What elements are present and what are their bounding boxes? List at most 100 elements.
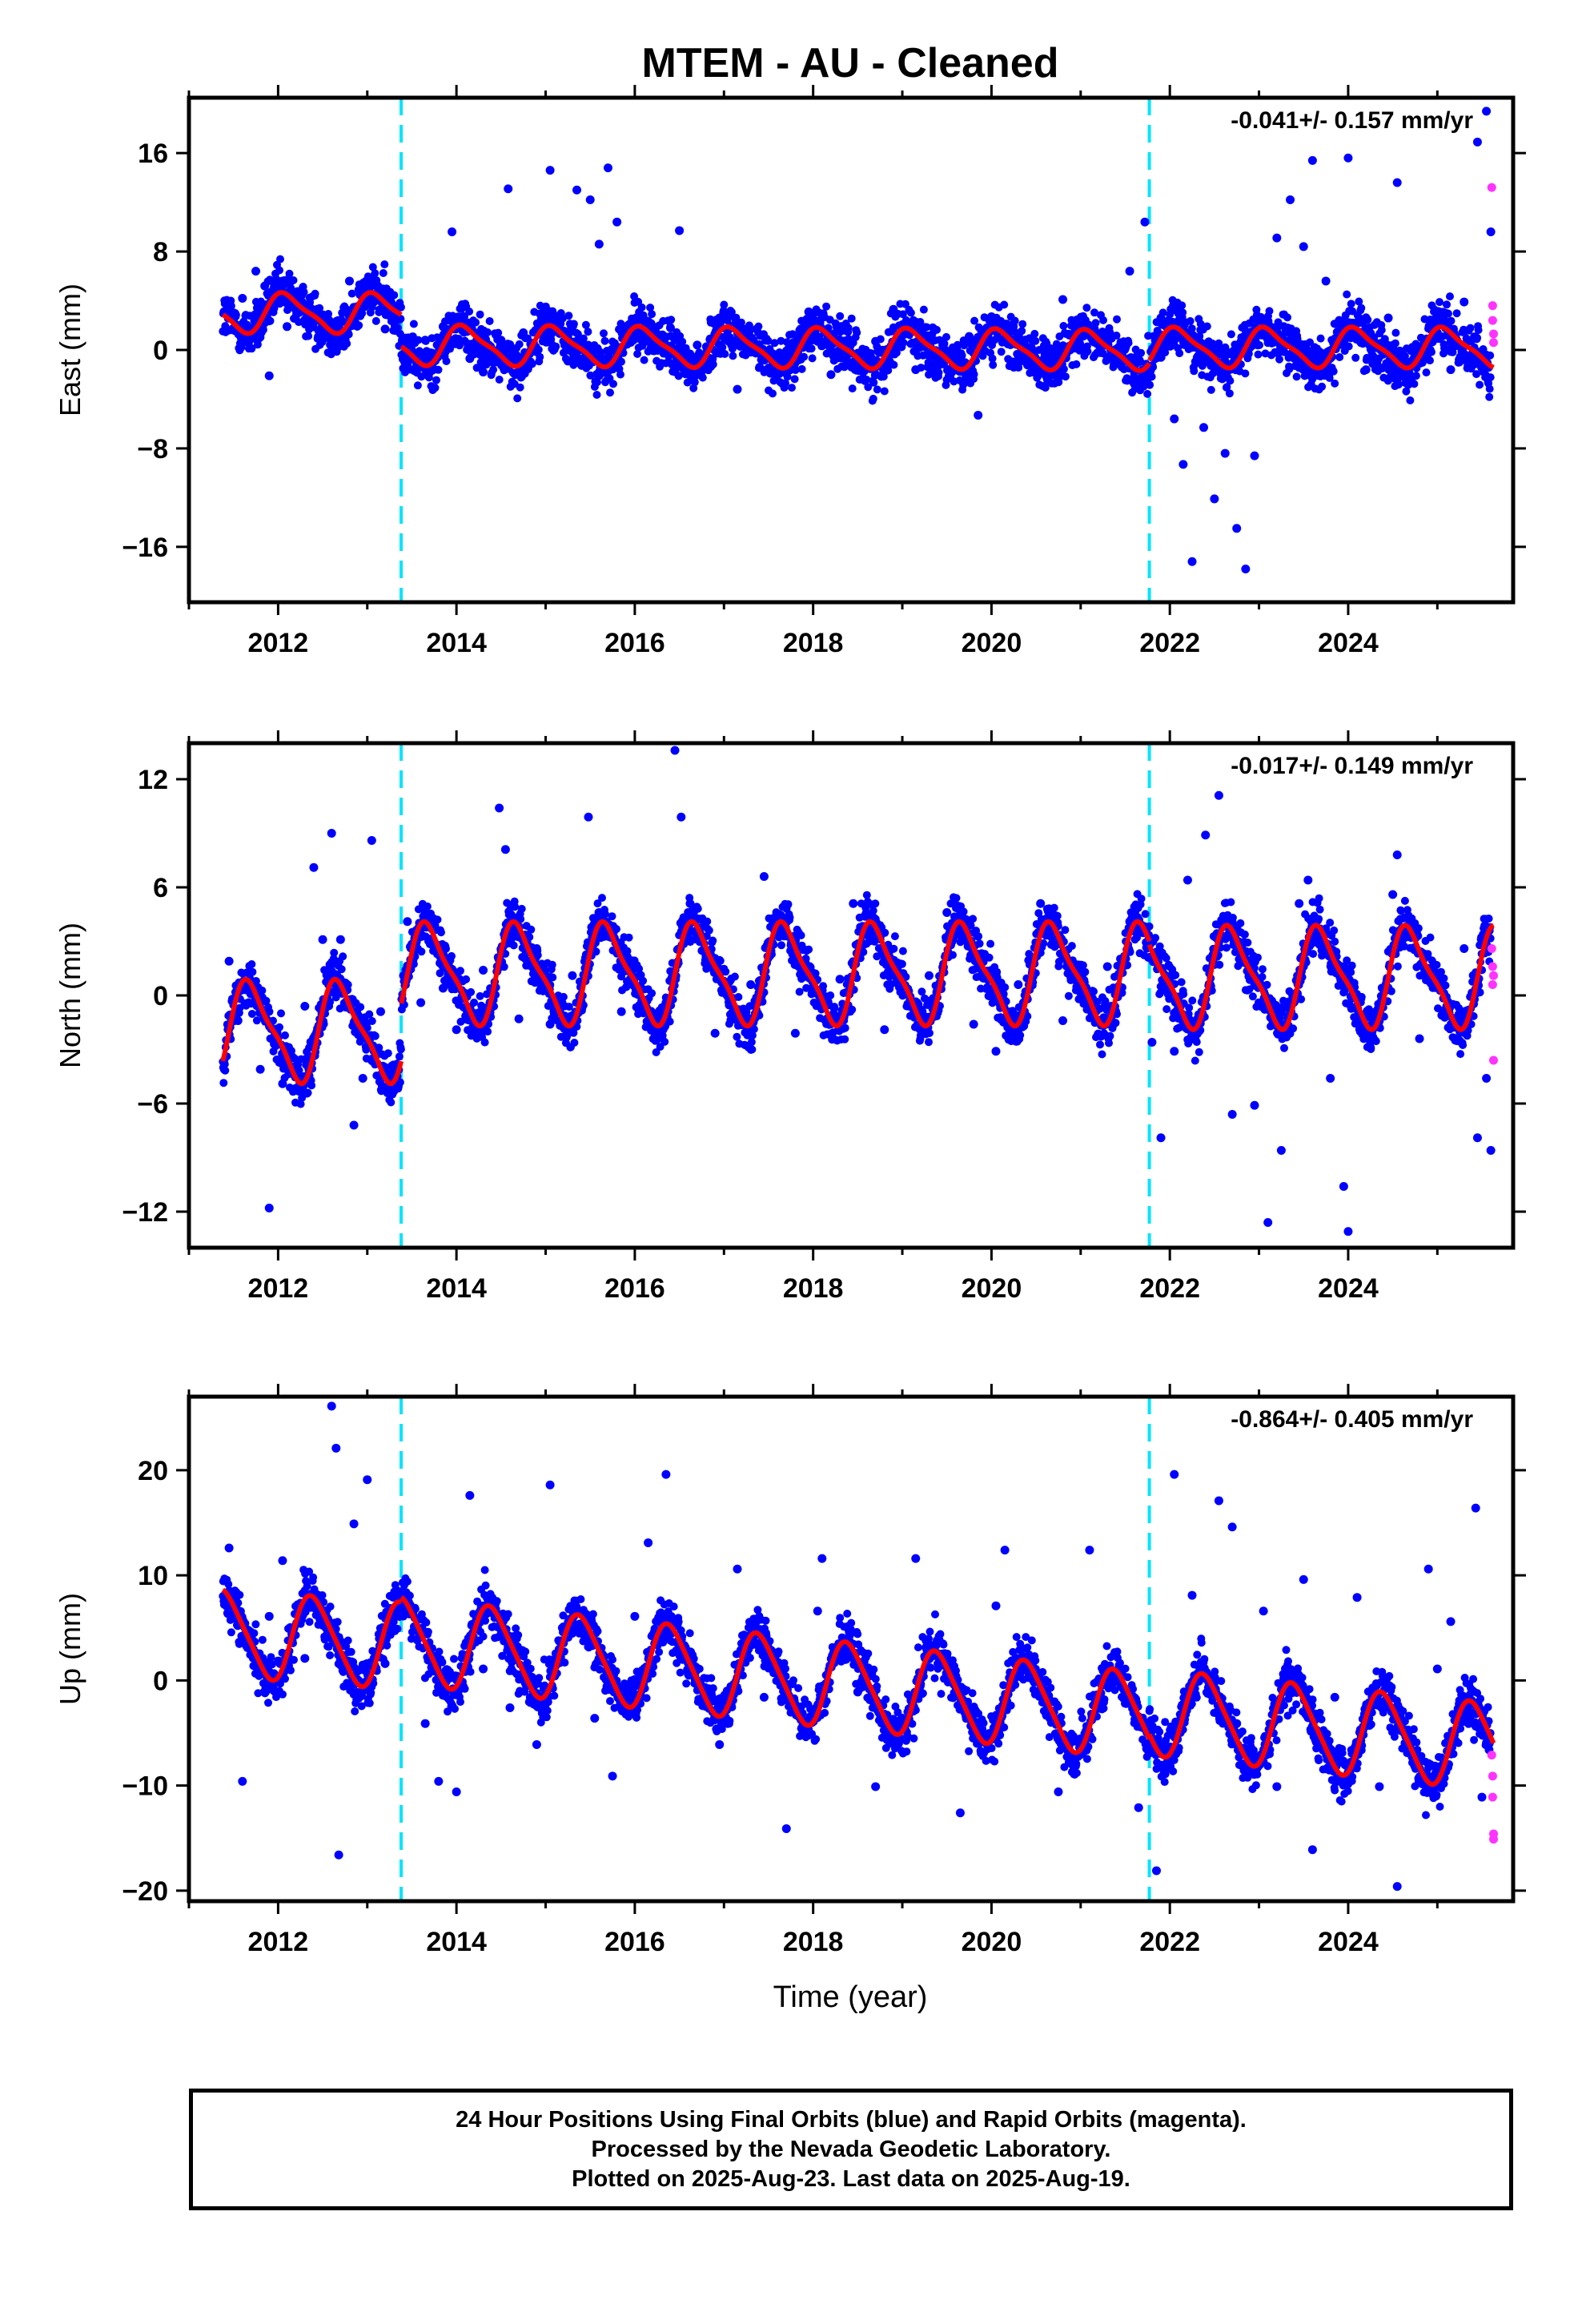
final-orbit-point (1321, 276, 1331, 286)
final-orbit-point (307, 1081, 316, 1090)
final-orbit-point (1351, 353, 1360, 362)
plot-area (219, 98, 1498, 602)
final-orbit-point (785, 913, 794, 922)
final-orbit-point (698, 373, 707, 382)
final-orbit-point (585, 195, 595, 205)
final-orbit-point (1178, 308, 1187, 317)
final-orbit-point (815, 332, 824, 341)
final-orbit-point (277, 1009, 285, 1018)
final-orbit-point (1147, 372, 1156, 381)
final-orbit-point (1400, 352, 1409, 360)
final-orbit-point (616, 370, 624, 379)
final-orbit-point (617, 357, 625, 366)
final-orbit-point (1272, 233, 1282, 243)
final-orbit-point (1082, 304, 1091, 312)
final-orbit-point (989, 360, 998, 369)
final-orbit-point (1394, 380, 1403, 389)
final-orbit-point (1435, 298, 1443, 307)
final-orbit-point (496, 336, 506, 345)
rapid-orbit-point (1488, 316, 1497, 325)
final-orbit-point (343, 980, 352, 989)
final-orbit-point (1061, 372, 1070, 381)
final-orbit-point (1283, 313, 1291, 322)
final-orbit-point (800, 352, 809, 361)
final-orbit-point (847, 314, 856, 323)
final-orbit-point (519, 328, 528, 337)
final-orbit-point (1241, 565, 1251, 574)
final-orbit-point (442, 357, 451, 365)
final-orbit-point (705, 926, 713, 935)
final-orbit-point (648, 989, 656, 998)
final-orbit-point (678, 337, 687, 346)
final-orbit-point (1422, 368, 1431, 377)
final-orbit-point (470, 998, 479, 1007)
final-orbit-point (1010, 316, 1019, 325)
final-orbit-point (1427, 348, 1435, 356)
final-orbit-point (1187, 324, 1196, 333)
final-orbit-point (805, 945, 813, 954)
final-orbit-point (432, 376, 440, 384)
final-orbit-point (730, 972, 739, 981)
final-orbit-point (579, 334, 588, 343)
final-orbit-point (480, 1038, 489, 1047)
final-orbit-point (784, 900, 793, 909)
final-orbit-point (1000, 300, 1009, 309)
final-orbit-point (1255, 341, 1263, 349)
final-orbit-point (884, 366, 893, 375)
final-orbit-point (661, 1037, 669, 1046)
final-orbit-point (500, 963, 508, 971)
final-orbit-point (844, 324, 853, 332)
x-tick-label: 2022 (1139, 628, 1200, 658)
final-orbit-point (550, 311, 559, 320)
final-orbit-point (247, 960, 256, 968)
final-orbit-point (1286, 195, 1295, 205)
final-orbit-point (770, 339, 779, 348)
final-orbit-points (219, 255, 1495, 405)
final-orbit-point (1485, 392, 1494, 401)
final-orbit-point (934, 368, 943, 377)
final-orbit-point (871, 899, 880, 908)
final-orbit-point (259, 325, 267, 334)
final-orbit-point (465, 308, 474, 316)
final-orbit-point (324, 310, 333, 318)
final-orbit-point (1041, 384, 1050, 392)
final-orbit-point (231, 311, 240, 320)
final-orbit-point (807, 344, 816, 353)
final-orbit-point (1466, 324, 1475, 332)
final-orbit-point (337, 965, 346, 974)
final-orbit-point (276, 255, 284, 263)
final-orbit-point (745, 321, 753, 330)
final-orbit-point (1140, 217, 1150, 227)
final-orbit-point (775, 348, 784, 356)
final-orbit-point (1113, 315, 1121, 324)
final-orbit-point (1125, 267, 1134, 276)
x-tick-label: 2020 (962, 628, 1022, 658)
final-orbit-point (864, 383, 873, 392)
final-orbit-point (1392, 178, 1402, 187)
final-orbit-point (721, 967, 730, 976)
final-orbit-point (403, 363, 412, 372)
final-orbit-point (1318, 382, 1327, 391)
final-orbit-point (889, 304, 898, 314)
final-orbit-point (889, 360, 898, 369)
final-orbit-point (612, 217, 622, 227)
final-orbit-point (871, 336, 881, 346)
final-orbit-point (1347, 300, 1355, 308)
final-orbit-point (869, 378, 878, 387)
panels: 2012 2014 2016 2018 2020 2022 2024−16−80816Eas… (54, 85, 1526, 1957)
final-orbit-point (1054, 378, 1063, 387)
final-orbit-point (942, 332, 950, 341)
final-orbit-point (237, 344, 246, 352)
rapid-orbit-point (1488, 329, 1498, 339)
y-tick-label: 0 (153, 336, 168, 366)
final-orbit-point (1018, 327, 1026, 336)
final-orbit-point (371, 316, 380, 325)
final-orbit-point (275, 1023, 283, 1031)
final-orbit-point (448, 951, 456, 960)
final-orbit-point (693, 340, 702, 350)
final-orbit-point (986, 312, 996, 322)
rapid-orbit-point (1488, 338, 1498, 348)
final-orbit-point (1357, 304, 1366, 312)
final-orbit-point (898, 310, 907, 319)
final-orbit-point (563, 356, 572, 366)
